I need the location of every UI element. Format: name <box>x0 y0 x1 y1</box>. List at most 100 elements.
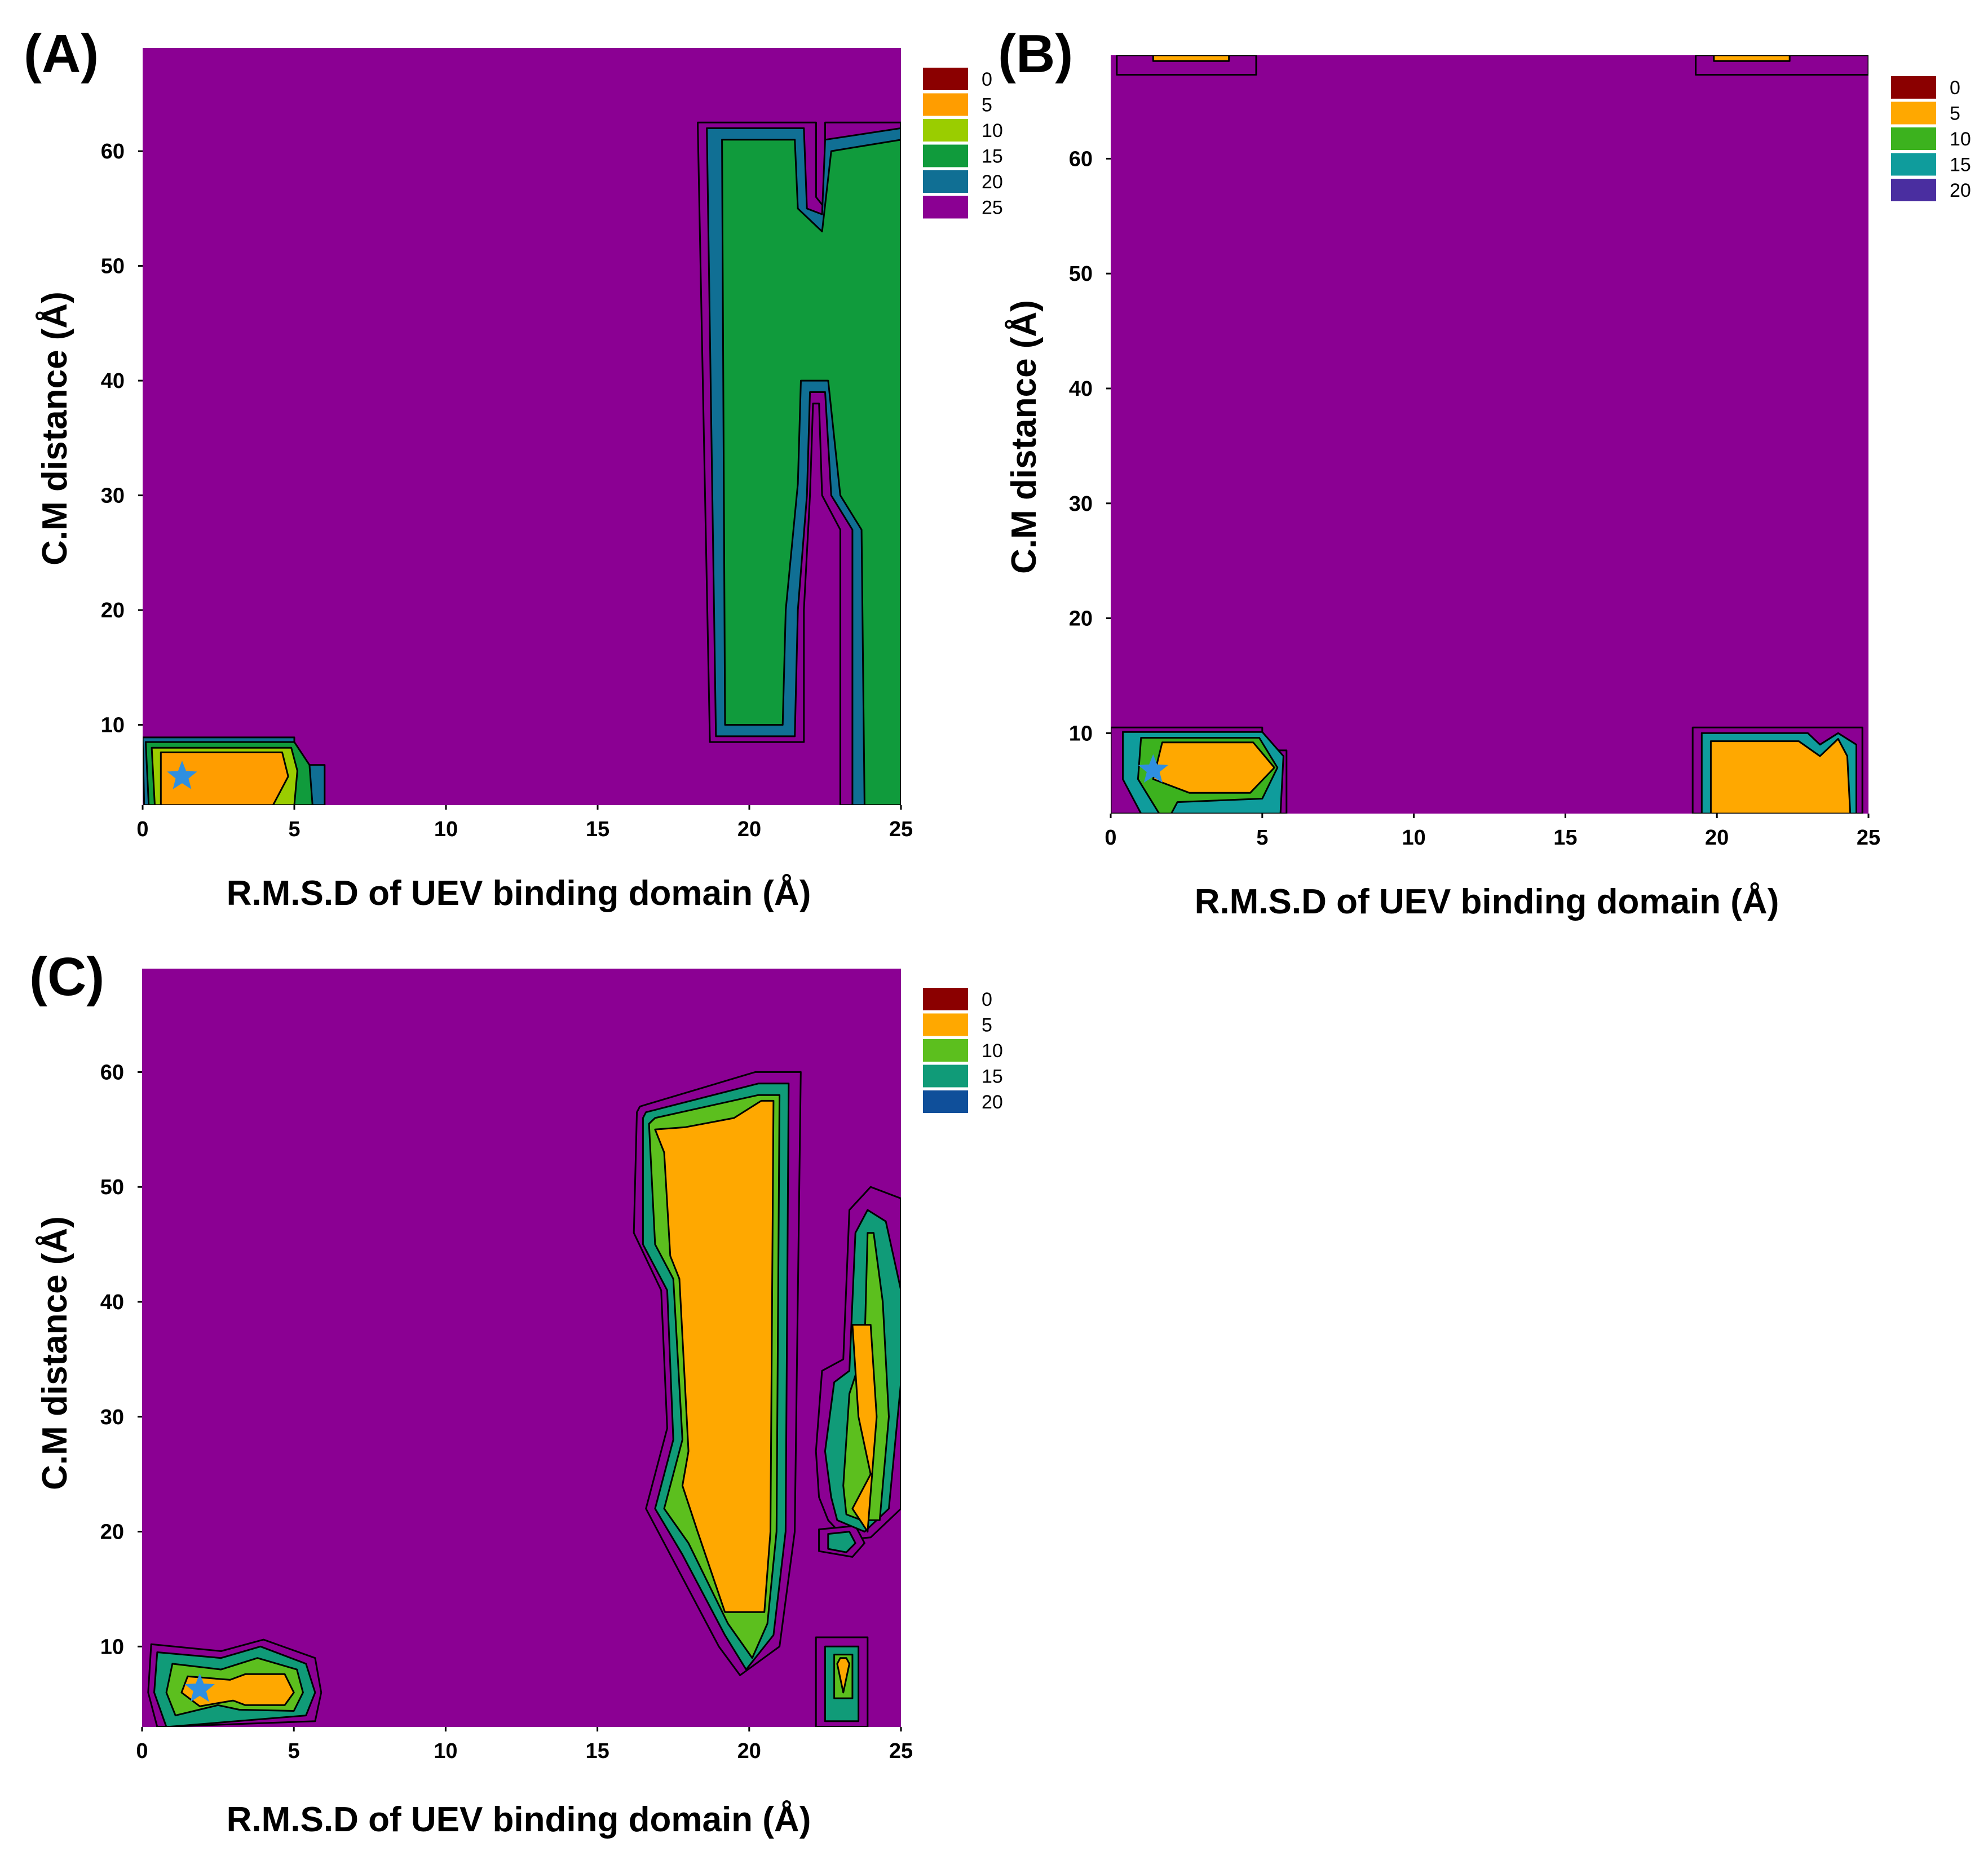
y-tick-label: 60 <box>100 1061 124 1084</box>
legend-swatch <box>923 1064 968 1088</box>
legend-label: 5 <box>982 1015 992 1036</box>
panel-b-y-axis-label: C.M distance (Å) <box>1005 300 1044 574</box>
plot-background <box>1111 55 1868 814</box>
panel-b: (B) R.M.S.D of UEV binding domain (Å) C.… <box>998 24 1971 921</box>
y-tick-label: 10 <box>100 1635 124 1659</box>
y-tick-label: 30 <box>101 484 125 508</box>
x-tick-label: 15 <box>1553 826 1577 850</box>
legend-label: 15 <box>982 1066 1003 1088</box>
panel-a-label: (A) <box>24 24 99 84</box>
panel-c: (C) R.M.S.D of UEV binding domain (Å) C.… <box>29 947 1003 1839</box>
basin-level-5 <box>836 1657 850 1694</box>
x-tick-label: 0 <box>136 1739 148 1763</box>
x-tick-label: 5 <box>288 818 300 841</box>
basin-level-15 <box>721 139 901 805</box>
panel-c-y-axis-label: C.M distance (Å) <box>36 1216 74 1490</box>
basin-level-5 <box>160 751 289 805</box>
panel-a-y-axis-label: C.M distance (Å) <box>36 291 74 566</box>
y-tick-label: 60 <box>1069 147 1093 171</box>
legend-swatch <box>1891 153 1936 176</box>
x-tick-label: 25 <box>1857 826 1880 850</box>
panel-b-x-axis-label: R.M.S.D of UEV binding domain (Å) <box>1195 882 1779 921</box>
legend-label: 10 <box>982 1040 1003 1062</box>
legend: 0 5 10 15 20 <box>923 988 1003 1113</box>
legend: 0 5 10 15 20 25 <box>923 68 1003 219</box>
legend-swatch <box>923 170 968 193</box>
x-tick-label: 5 <box>288 1739 300 1763</box>
x-tick-label: 0 <box>136 818 148 841</box>
x-tick-label: 20 <box>737 1739 761 1763</box>
legend-swatch <box>923 1039 968 1062</box>
y-tick-label: 30 <box>1069 492 1093 516</box>
panel-a-x-axis-label: R.M.S.D of UEV binding domain (Å) <box>227 874 811 913</box>
y-tick-label: 40 <box>100 1291 124 1314</box>
legend-label: 15 <box>982 146 1003 167</box>
x-tick-label: 15 <box>586 818 609 841</box>
legend-swatch <box>923 144 968 167</box>
x-tick-label: 15 <box>585 1739 609 1763</box>
legend-swatch <box>1891 101 1936 125</box>
y-tick-label: 20 <box>101 599 125 622</box>
panel-a: (A) R.M.S.D of UEV binding domain (Å) C.… <box>24 24 1003 913</box>
x-tick-label: 10 <box>434 818 458 841</box>
x-tick-label: 10 <box>1402 826 1425 850</box>
panel-a-plot: 0 5 10 15 20 25 10 20 30 40 50 60 0 5 10 15 20 25 <box>101 48 1003 841</box>
basins <box>143 121 901 805</box>
basin-level-15 <box>827 1531 856 1553</box>
legend-swatch <box>1891 76 1936 99</box>
y-tick-label: 40 <box>1069 377 1093 401</box>
legend-label: 5 <box>1950 103 1960 125</box>
legend-swatch <box>1891 179 1936 201</box>
y-tick-label: 20 <box>1069 607 1093 631</box>
legend: 0 5 10 15 20 <box>1891 76 1971 201</box>
panel-c-x-axis-label: R.M.S.D of UEV binding domain (Å) <box>227 1800 811 1839</box>
legend-label: 0 <box>982 69 992 90</box>
basin-level-5 <box>1152 741 1275 794</box>
x-tick-label: 20 <box>1705 826 1729 850</box>
legend-swatch <box>923 93 968 116</box>
legend-swatch <box>923 988 968 1010</box>
legend-swatch <box>923 68 968 90</box>
x-tick-label: 25 <box>889 1739 913 1763</box>
legend-label: 10 <box>982 120 1003 142</box>
legend-swatch <box>923 119 968 142</box>
minimum-star-marker <box>184 1673 215 1702</box>
y-tick-label: 50 <box>100 1176 124 1199</box>
panel-b-label: (B) <box>998 24 1073 84</box>
basin-level-5 <box>1152 55 1230 62</box>
legend-label: 0 <box>1950 77 1960 99</box>
legend-label: 5 <box>982 95 992 116</box>
y-tick-label: 40 <box>101 369 125 393</box>
legend-label: 20 <box>1950 180 1971 201</box>
y-tick-label: 50 <box>101 255 125 279</box>
basins <box>147 1071 901 1727</box>
x-tick-label: 25 <box>889 818 913 841</box>
legend-swatch <box>923 1090 968 1113</box>
panel-c-plot: 0 5 10 15 20 25 10 20 30 40 50 60 0 5 10 15 20 <box>100 969 1003 1763</box>
legend-label: 15 <box>1950 154 1971 176</box>
basin-level-5 <box>851 1324 878 1533</box>
y-tick-label: 20 <box>100 1521 124 1544</box>
y-tick-label: 10 <box>1069 722 1093 745</box>
legend-label: 0 <box>982 989 992 1010</box>
minimum-star-marker <box>167 761 197 789</box>
y-tick-label: 60 <box>101 140 125 164</box>
x-tick-label: 5 <box>1256 826 1268 850</box>
basin-level-5 <box>180 1673 295 1707</box>
y-tick-label: 10 <box>101 714 125 737</box>
basin-level-5 <box>1709 738 1852 814</box>
panel-c-label: (C) <box>29 947 104 1007</box>
basin-level-5 <box>1713 55 1791 62</box>
x-tick-label: 0 <box>1105 826 1116 850</box>
legend-label: 10 <box>1950 129 1971 150</box>
y-tick-label: 30 <box>100 1406 124 1429</box>
basins <box>1111 55 1868 814</box>
legend-swatch <box>923 1013 968 1036</box>
legend-swatch <box>923 196 968 219</box>
legend-label: 20 <box>982 1092 1003 1113</box>
basin-level-5 <box>654 1099 775 1613</box>
x-tick-label: 10 <box>434 1739 457 1763</box>
x-tick-label: 20 <box>737 818 761 841</box>
panel-b-plot: 0 5 10 15 20 25 10 20 30 40 50 60 0 5 10 15 20 <box>1069 55 1971 850</box>
